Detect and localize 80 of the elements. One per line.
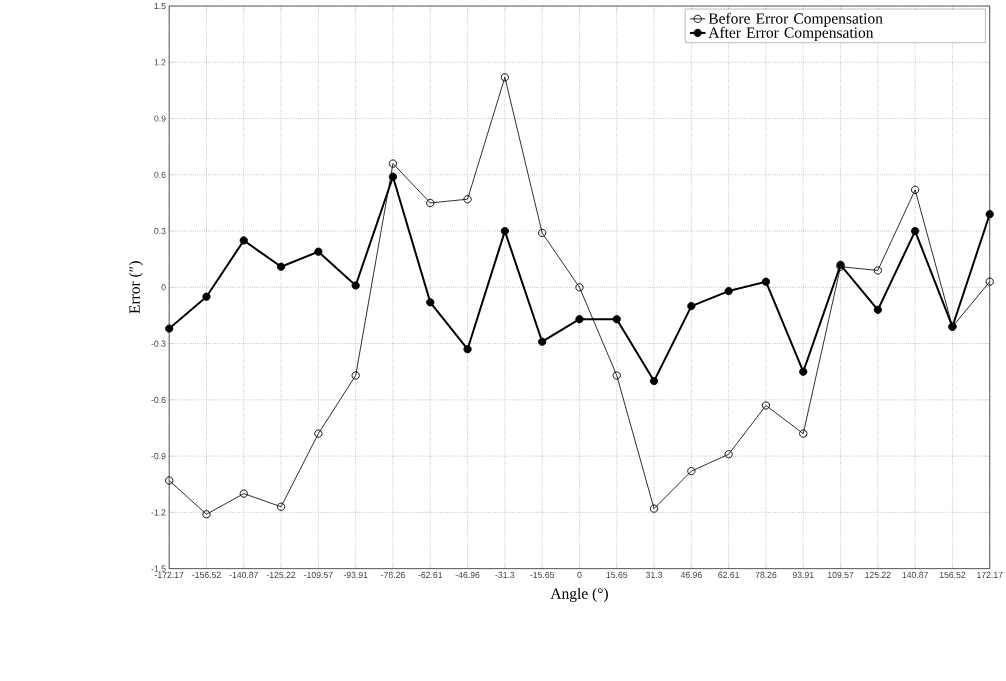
point	[165, 476, 174, 485]
x-tick-label: 125.22	[865, 571, 891, 578]
point	[388, 172, 398, 181]
x-tick-label: -125.22	[266, 571, 296, 578]
y-tick-label: -1.5	[151, 565, 166, 572]
y-tick-label: 1.5	[154, 2, 166, 10]
y-tick-label: 0.9	[154, 115, 166, 122]
y-tick-label: -1.2	[151, 509, 166, 516]
point	[202, 510, 211, 519]
x-tick-label: 15.65	[606, 571, 628, 578]
point	[426, 198, 435, 208]
point	[873, 305, 882, 314]
x-tick-label: 78.26	[755, 571, 777, 578]
point	[911, 185, 920, 194]
point	[351, 281, 360, 290]
point	[463, 345, 472, 354]
y-tick-label: -0.3	[151, 340, 166, 347]
x-tick-label: 31.3	[645, 571, 663, 578]
point	[239, 236, 248, 245]
x-tick-label: 93.91	[792, 571, 814, 578]
point	[724, 450, 733, 459]
y-tick-label: 1.2	[154, 59, 166, 66]
point	[276, 502, 286, 511]
x-tick-label: 156.52	[939, 571, 966, 578]
point	[165, 324, 174, 333]
point	[500, 73, 509, 82]
x-tick-label: 109.57	[827, 571, 854, 578]
legend-label: Before Error Compensation	[708, 12, 883, 27]
y-axis-title: Error (″)	[128, 261, 143, 314]
point	[239, 489, 248, 498]
point	[911, 226, 920, 236]
y-tick-label: 0	[161, 284, 166, 291]
y-tick-label: -0.9	[151, 452, 166, 460]
point	[276, 262, 286, 271]
x-tick-label: -172.17	[154, 571, 184, 578]
x-tick-label: -93.91	[343, 571, 368, 578]
x-tick-label: 0	[577, 571, 582, 578]
point	[799, 367, 808, 376]
x-tick-label: -46.96	[455, 571, 480, 578]
point	[985, 277, 994, 286]
x-tick-label: 172.17	[977, 571, 1003, 578]
x-tick-label: 140.87	[902, 571, 928, 578]
y-tick-label: -0.6	[151, 396, 166, 403]
point	[985, 210, 994, 219]
point	[761, 401, 771, 410]
point	[649, 376, 659, 386]
point	[426, 298, 435, 307]
point	[202, 292, 211, 301]
point	[463, 195, 472, 204]
y-tick-label: 0.6	[154, 171, 166, 178]
x-tick-label: -140.87	[229, 571, 259, 578]
point	[761, 277, 771, 286]
x-tick-label: -31.3	[495, 571, 515, 578]
x-tick-label: -62.61	[418, 571, 443, 578]
point	[575, 283, 584, 292]
point	[351, 371, 360, 380]
point	[612, 315, 621, 324]
x-tick-label: 46.96	[680, 571, 702, 578]
point	[538, 228, 547, 238]
x-tick-label: -156.52	[192, 571, 221, 578]
point	[612, 371, 621, 380]
point	[724, 286, 733, 296]
x-tick-label: -15.65	[530, 571, 555, 578]
point	[649, 504, 659, 513]
point	[575, 315, 584, 324]
x-tick-label: -109.57	[304, 571, 333, 578]
point	[314, 429, 323, 438]
point	[500, 226, 509, 236]
point	[388, 159, 398, 168]
y-tick-label: 0.3	[154, 227, 166, 235]
point	[687, 466, 696, 476]
x-tick-label: -78.26	[381, 571, 405, 578]
x-tick-label: 62.61	[718, 571, 740, 578]
point	[314, 247, 323, 256]
point	[538, 337, 547, 346]
point	[687, 301, 696, 311]
point	[873, 266, 882, 275]
point	[799, 429, 808, 438]
legend-label: After Error Compensation	[708, 26, 874, 41]
x-axis-title: Angle (°)	[550, 587, 608, 602]
